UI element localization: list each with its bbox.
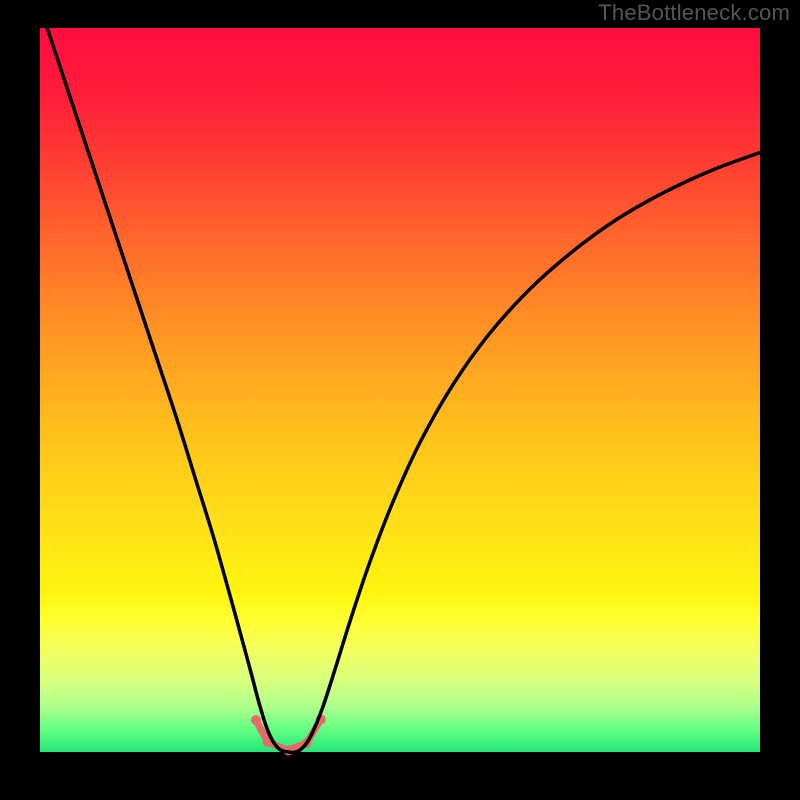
marker-dot [251,715,261,725]
bottleneck-chart [0,0,800,800]
watermark-text: TheBottleneck.com [598,0,790,26]
plot-gradient-background [40,28,760,752]
chart-stage: TheBottleneck.com [0,0,800,800]
